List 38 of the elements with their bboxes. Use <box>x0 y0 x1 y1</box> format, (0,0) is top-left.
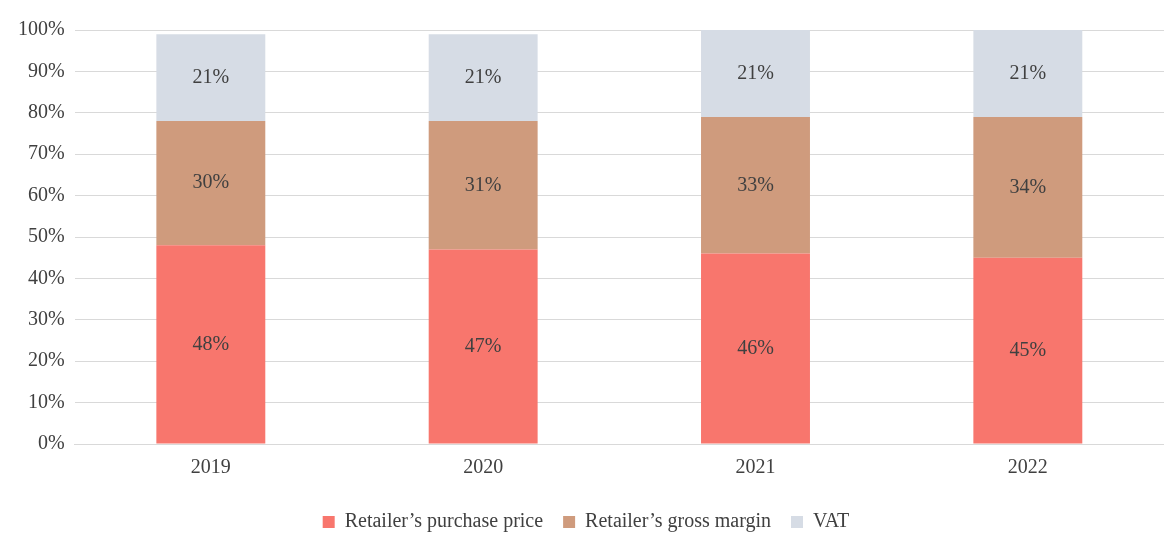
x-tick-label: 2020 <box>463 455 504 478</box>
legend-label: Retailer’s gross margin <box>585 509 772 533</box>
y-tick-label: 100% <box>17 17 65 40</box>
y-tick-label: 10% <box>27 389 65 412</box>
x-tick-label: 2019 <box>190 455 231 478</box>
y-tick-label: 50% <box>27 224 65 247</box>
bar <box>701 253 810 444</box>
data-label: 21% <box>1009 60 1047 83</box>
legend-label: VAT <box>813 509 850 532</box>
x-tick-label: 2021 <box>735 455 776 478</box>
bar <box>701 116 810 254</box>
y-tick-label: 40% <box>27 265 65 288</box>
data-label: 21% <box>192 64 230 87</box>
bar <box>428 121 538 250</box>
bar <box>428 249 538 444</box>
y-tick-label: 60% <box>27 182 65 205</box>
bar <box>973 116 1083 258</box>
y-tick-label: 70% <box>27 141 65 164</box>
y-tick-label: 80% <box>27 100 65 123</box>
bar <box>156 245 266 444</box>
y-tick-label: 30% <box>27 307 65 330</box>
x-tick-label: 2022 <box>1007 455 1048 478</box>
legend-label: Retailer’s purchase price <box>344 509 544 533</box>
data-label: 48% <box>192 331 230 354</box>
bar <box>973 257 1083 444</box>
data-label: 33% <box>737 172 774 195</box>
data-label: 46% <box>737 335 774 358</box>
y-tick-label: 90% <box>27 58 65 81</box>
data-label: 34% <box>1009 174 1047 197</box>
data-label: 45% <box>1009 337 1047 360</box>
y-tick-label: 0% <box>37 431 65 454</box>
data-label: 21% <box>737 60 774 83</box>
bar <box>156 121 266 246</box>
data-label: 31% <box>464 172 502 195</box>
data-label: 21% <box>464 64 502 87</box>
data-label: 30% <box>192 170 230 193</box>
data-label: 47% <box>464 333 502 356</box>
y-tick-label: 20% <box>27 348 65 371</box>
